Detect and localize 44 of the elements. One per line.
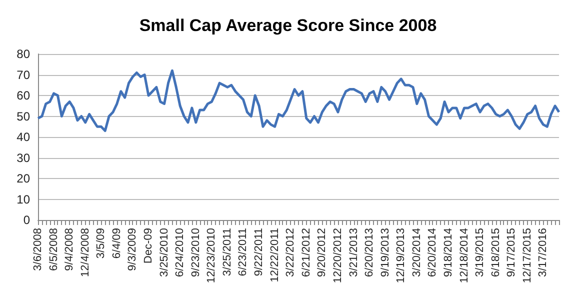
x-tick-label: 3/25/2011: [221, 228, 234, 276]
x-tick-label: 12/4/2008: [79, 228, 92, 277]
x-tick-label: Dec-09: [142, 228, 155, 264]
x-tick-label: 9/18/2014: [442, 228, 454, 277]
y-tick-label: 10: [16, 192, 30, 206]
x-tick-label: 9/3/2009: [126, 228, 139, 271]
x-tick-label: 9/4/2008: [64, 228, 76, 271]
x-tick-label: 6/24/2010: [174, 228, 186, 277]
y-tick-label: 80: [16, 47, 30, 61]
x-tick-label: 3/6/2008: [32, 228, 44, 271]
x-tick-label: 9/23/2010: [190, 228, 202, 277]
x-tick-label: 12/22/2011: [268, 228, 281, 282]
x-tick-label: 3/19/2015: [474, 228, 486, 277]
y-tick-label: 60: [16, 88, 30, 102]
x-tick-label: 3/17/2016: [537, 228, 550, 277]
x-tick-label: 6/21/2012: [300, 228, 312, 277]
x-tick-label: 12/17/2015: [521, 228, 534, 284]
x-tick-label: 12/18/2014: [458, 228, 470, 284]
x-tick-label: 3/25/2010: [158, 228, 170, 277]
y-tick-label: 40: [16, 130, 30, 144]
x-tick-label: 12/20/2012: [332, 228, 344, 284]
chart-title: Small Cap Average Score Since 2008: [139, 16, 437, 35]
y-tick-label: 20: [16, 172, 30, 186]
x-tick-label: 6/18/2015: [490, 228, 502, 277]
y-tick-label: 70: [16, 68, 30, 82]
x-tick-label: 9/19/2013: [379, 228, 392, 277]
x-tick-label: 12/23/2010: [206, 228, 218, 284]
x-tick-label: 3/20/2014: [410, 228, 423, 277]
x-tick-label: 3/5/09: [95, 228, 108, 259]
x-tick-label: 6/5/2008: [48, 228, 60, 271]
x-tick-label: 3/22/2012: [284, 228, 297, 277]
y-tick-label: 50: [16, 109, 30, 124]
line-series: [36, 69, 560, 132]
x-tick-label: 9/20/2012: [316, 228, 328, 277]
x-tick-label: 9/22/2011: [253, 228, 266, 276]
x-tick-label: 9/17/2015: [506, 228, 518, 277]
x-tick-label: 6/20/2013: [364, 228, 376, 277]
y-tick-label: 0: [23, 213, 30, 227]
y-tick-label: 30: [16, 150, 30, 165]
x-tick-label: 12/19/2013: [395, 228, 408, 284]
x-tick-label: 3/21/2013: [348, 228, 360, 277]
x-tick-label: 6/23/2011: [237, 228, 250, 276]
x-tick-label: 6/4/09: [110, 228, 123, 259]
x-tick-label: 6/20/2014: [426, 228, 439, 277]
